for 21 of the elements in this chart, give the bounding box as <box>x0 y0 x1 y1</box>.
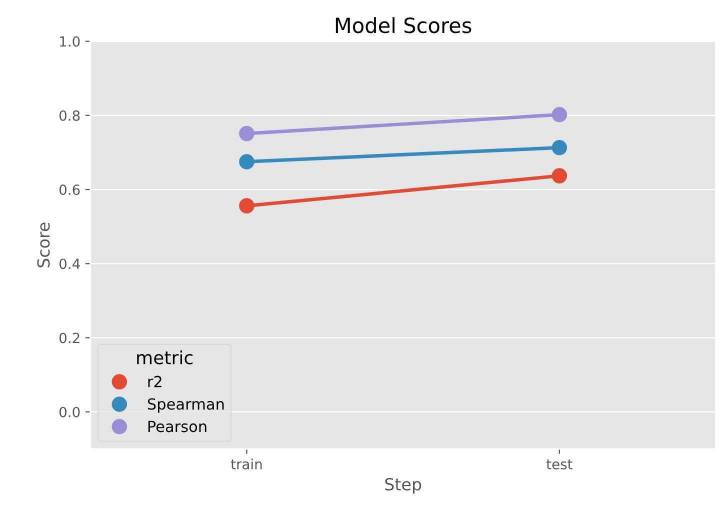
point <box>239 198 254 214</box>
x-tick-label: test <box>546 459 572 470</box>
y-tick-label: 0.6 <box>59 184 80 195</box>
legend-label: r2 <box>148 376 162 388</box>
y-axis-title: Score <box>37 222 50 268</box>
point <box>552 168 568 184</box>
chart-title: Model Scores <box>336 17 472 34</box>
legend-label: Spearman <box>148 398 224 413</box>
x-tick-label: train <box>230 458 262 470</box>
y-tick-label: 0.4 <box>59 258 80 270</box>
legend-label: Pearson <box>148 420 206 432</box>
y-tick-label: 0.8 <box>59 110 80 121</box>
point <box>552 140 568 156</box>
y-tick-label: 0.2 <box>59 332 80 344</box>
legend-title: metric <box>137 350 193 364</box>
point <box>239 154 254 170</box>
y-tick-label: 0.0 <box>59 406 80 418</box>
point <box>552 107 568 122</box>
x-axis-title: Step <box>385 478 422 494</box>
point <box>239 126 254 142</box>
y-tick-label: 1.0 <box>60 36 80 47</box>
